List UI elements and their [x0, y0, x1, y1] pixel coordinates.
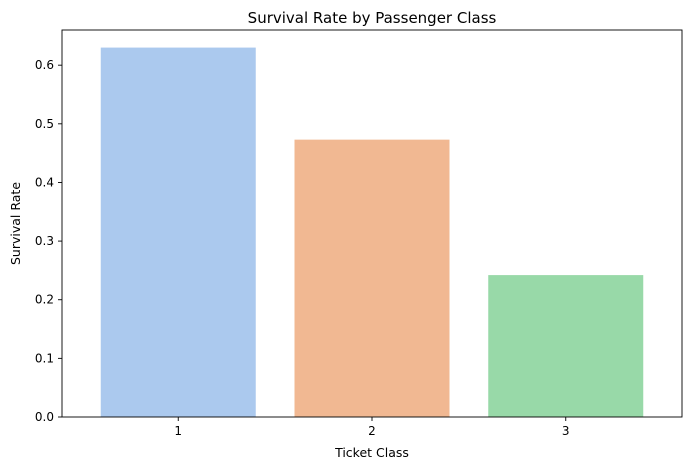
plot-frame: [61, 29, 683, 418]
y-tick-label: 0.5: [35, 117, 54, 131]
chart-title: Survival Rate by Passenger Class: [248, 9, 497, 27]
bar-class-2: [294, 139, 450, 417]
x-tick-label-3: 3: [562, 424, 570, 438]
y-tick-label: 0.4: [35, 175, 54, 189]
y-tick-label: 0.3: [35, 234, 54, 248]
bar-class-3: [488, 275, 644, 417]
y-axis: 0.0 0.1 0.2 0.3 0.4 0.5 0.6: [35, 58, 62, 424]
x-tick-label-2: 2: [368, 424, 376, 438]
bars-group: [100, 47, 644, 417]
y-tick-label: 0.2: [35, 293, 54, 307]
x-tick-label-1: 1: [174, 424, 182, 438]
y-axis-label: Survival Rate: [8, 182, 23, 265]
x-axis-label: Ticket Class: [334, 445, 409, 460]
y-tick-label: 0.6: [35, 58, 54, 72]
x-axis: 1 2 3: [174, 417, 570, 438]
y-tick-label: 0.1: [35, 351, 54, 365]
y-tick-label: 0.0: [35, 410, 54, 424]
bar-class-1: [100, 47, 256, 417]
